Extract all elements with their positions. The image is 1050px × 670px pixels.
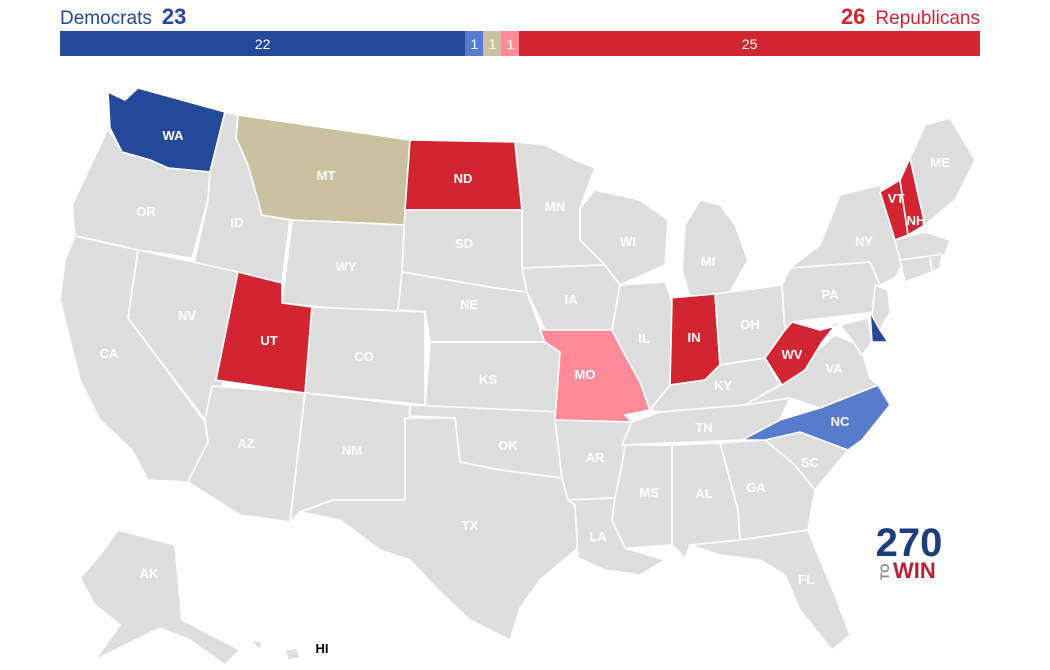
- label-tx: TX: [462, 518, 479, 533]
- 270towin-logo: 270 TO WIN: [876, 521, 943, 583]
- label-al: AL: [695, 486, 712, 501]
- state-tn[interactable]: [621, 397, 791, 446]
- label-hi: HI: [316, 641, 329, 656]
- label-mo: MO: [575, 367, 596, 382]
- label-ks: KS: [479, 372, 497, 387]
- label-nm: NM: [342, 443, 362, 458]
- state-hi[interactable]: [249, 639, 301, 661]
- bar-segment-4: 25: [519, 31, 980, 56]
- label-sc: SC: [801, 455, 820, 470]
- state-fl[interactable]: [689, 529, 851, 651]
- label-or: OR: [136, 204, 156, 219]
- state-ct[interactable]: [899, 255, 933, 283]
- democrats-label: Democrats: [60, 8, 152, 29]
- label-mn: MN: [545, 199, 565, 214]
- label-tn: TN: [695, 420, 712, 435]
- label-ia: IA: [565, 292, 579, 307]
- label-nv: NV: [178, 308, 196, 323]
- label-az: AZ: [237, 436, 254, 451]
- republicans-count: 26: [840, 4, 866, 29]
- label-nd: ND: [454, 171, 473, 186]
- label-wv: WV: [782, 347, 803, 362]
- label-co: CO: [354, 349, 374, 364]
- label-ms: MS: [639, 485, 659, 500]
- seat-balance-bar: 22 1 1 1 25: [60, 31, 980, 56]
- bar-segment-1: 1: [465, 31, 484, 56]
- label-il: IL: [638, 331, 650, 346]
- bar-segment-3: 1: [501, 31, 520, 56]
- label-wa: WA: [163, 128, 185, 143]
- label-ny: NY: [855, 234, 873, 249]
- label-mt: MT: [317, 168, 336, 183]
- label-la: LA: [589, 529, 607, 544]
- label-ar: AR: [586, 450, 605, 465]
- logo-270: 270: [876, 521, 943, 565]
- republicans-label: Republicans: [875, 8, 980, 29]
- label-nh: NH: [907, 213, 926, 228]
- label-vt: VT: [888, 191, 905, 206]
- label-ok: OK: [498, 438, 518, 453]
- republicans-header: 26 Republicans: [841, 4, 980, 32]
- label-fl: FL: [798, 572, 814, 587]
- label-me: ME: [930, 155, 950, 170]
- state-de[interactable]: [869, 311, 889, 343]
- democrats-header: Democrats 23: [60, 4, 186, 32]
- label-oh: OH: [740, 317, 760, 332]
- label-pa: PA: [821, 287, 839, 302]
- label-id: ID: [231, 215, 244, 230]
- label-ky: KY: [714, 378, 732, 393]
- label-wi: WI: [620, 234, 636, 249]
- democrats-count: 23: [161, 4, 187, 29]
- label-sd: SD: [455, 236, 473, 251]
- label-ga: GA: [746, 480, 766, 495]
- state-ak[interactable]: [79, 529, 241, 666]
- state-ri[interactable]: [929, 253, 943, 273]
- label-ak: AK: [140, 566, 159, 581]
- state-ma[interactable]: [894, 231, 951, 261]
- bar-segment-2: 1: [483, 31, 502, 56]
- state-me[interactable]: [909, 117, 976, 226]
- state-md[interactable]: [819, 317, 873, 356]
- label-ut: UT: [260, 333, 277, 348]
- bar-segment-0: 22: [60, 31, 466, 56]
- label-in: IN: [688, 330, 701, 345]
- state-nc[interactable]: [741, 384, 891, 451]
- label-wy: WY: [336, 259, 357, 274]
- label-nc: NC: [831, 414, 850, 429]
- state-or[interactable]: [71, 127, 211, 259]
- logo-to: TO: [878, 564, 892, 580]
- state-nj[interactable]: [871, 284, 891, 331]
- label-ca: CA: [100, 346, 119, 361]
- label-va: VA: [825, 361, 843, 376]
- label-mi: MI: [701, 254, 715, 269]
- label-ne: NE: [460, 297, 478, 312]
- state-tx[interactable]: [299, 417, 579, 641]
- logo-win: WIN: [893, 558, 936, 583]
- state-mi[interactable]: [681, 199, 749, 299]
